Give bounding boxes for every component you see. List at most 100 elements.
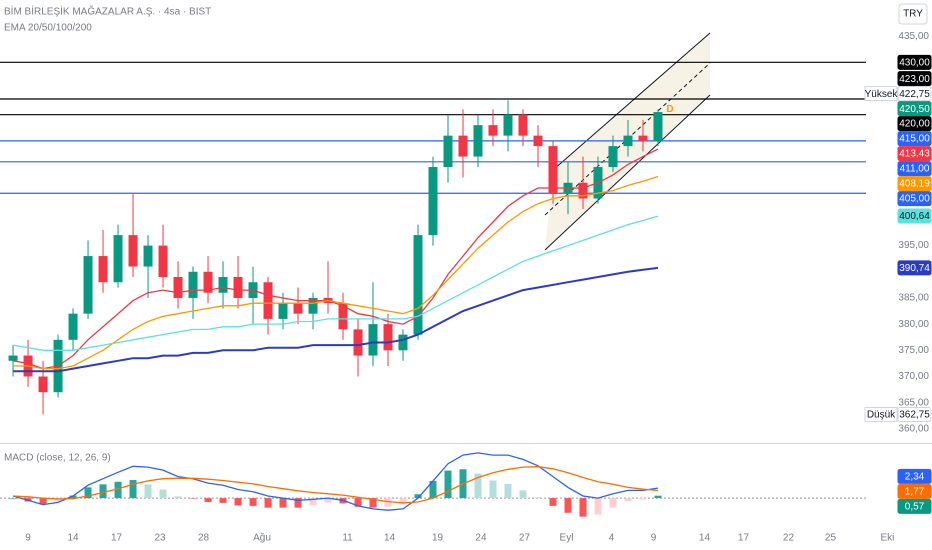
symbol-title: BİM BİRLEŞİK MAĞAZALAR A.Ş. · 4sa · BIST (4, 5, 211, 18)
currency-button[interactable] (898, 3, 928, 25)
currency-label[interactable]: TRY (903, 9, 923, 20)
candle-body (158, 245, 168, 278)
y-tick-label: 385,00 (898, 293, 929, 304)
histogram-bar (129, 480, 137, 499)
x-tick-label: 23 (154, 533, 166, 544)
histogram-bar (54, 498, 62, 502)
price-badge-label: 415,00 (899, 134, 930, 145)
histogram-bar (654, 495, 662, 499)
candle-body (143, 245, 153, 267)
candle-body (38, 376, 48, 393)
y-tick-label: 380,00 (898, 319, 929, 330)
candle-body (428, 167, 438, 236)
macd-pane (0, 452, 866, 517)
candle-body (653, 112, 663, 141)
histogram-bar (519, 490, 527, 499)
badge-tag-label: Yüksek (865, 89, 899, 100)
x-tick-label: 22 (783, 533, 795, 544)
price-badge-label: 405,00 (899, 194, 930, 205)
candle-body (203, 271, 213, 293)
channel-upper (552, 32, 711, 171)
candle-body (398, 334, 408, 351)
candle-body (533, 135, 543, 147)
indicator-line (12, 215, 659, 351)
price-badge-label: 430,00 (899, 57, 930, 68)
histogram-bar (294, 498, 302, 508)
candle-body (623, 135, 633, 147)
histogram-bar (594, 498, 602, 515)
price-badge (897, 191, 932, 207)
x-tick-label: 14 (67, 533, 79, 544)
candle-body (488, 125, 498, 136)
x-tick-label: 14 (384, 533, 396, 544)
price-badge-label: 423,00 (899, 74, 930, 85)
histogram-bar (399, 498, 407, 505)
price-badge-label: 0,57 (905, 502, 925, 513)
candle-body (68, 313, 78, 340)
x-tick-label: 9 (651, 533, 657, 544)
histogram-bar (579, 498, 587, 517)
candle-body (128, 235, 138, 267)
badge-tag (864, 86, 898, 102)
histogram-bar (564, 498, 572, 513)
histogram-bar (114, 481, 122, 499)
x-tick-label: 25 (825, 533, 837, 544)
price-badge (897, 116, 932, 132)
candle-body (383, 324, 393, 351)
histogram-bar (444, 470, 452, 499)
candle-body (308, 297, 318, 314)
candle-body (548, 146, 558, 194)
histogram-bar (144, 484, 152, 499)
channel-lower (544, 94, 711, 251)
histogram-bar (39, 498, 47, 505)
histogram-bar (264, 498, 272, 508)
indicator-line (12, 452, 659, 511)
x-tick-label: 4 (609, 533, 615, 544)
y-tick-label: 395,00 (898, 240, 929, 251)
candle-body (338, 303, 348, 330)
histogram-bar (549, 498, 557, 506)
histogram-bar (99, 484, 107, 499)
x-tick-label: 19 (432, 533, 444, 544)
histogram-bar (504, 483, 512, 499)
x-tick-label: Eki (881, 533, 895, 544)
candle-body (368, 324, 378, 356)
price-badge-label: 411,00 (900, 164, 930, 175)
histogram-bar (204, 498, 212, 503)
price-badge-label: 1,77 (905, 487, 925, 498)
price-badge-label: 420,00 (899, 119, 930, 130)
price-badge (897, 468, 932, 484)
price-badge (897, 208, 932, 224)
histogram-bar (309, 498, 317, 506)
price-badge (897, 71, 932, 87)
price-badge (897, 161, 932, 177)
candle-body (293, 303, 303, 314)
indicator-line (13, 175, 659, 370)
price-badge-label: 400,64 (899, 211, 930, 222)
histogram-bar (159, 489, 167, 499)
y-tick-label: 375,00 (898, 345, 929, 356)
histogram-bar (219, 498, 227, 503)
candle-body (578, 182, 588, 199)
histogram-bar (234, 498, 242, 506)
histogram-bar (474, 473, 482, 499)
x-tick-label: 17 (111, 533, 123, 544)
price-badge (897, 498, 932, 514)
x-tick-label: 24 (475, 533, 487, 544)
candle-body (218, 277, 228, 293)
candle-body (473, 125, 483, 157)
price-badge-label: 408,19 (899, 179, 930, 190)
price-badge (897, 101, 932, 117)
histogram-bar (354, 498, 362, 507)
histogram-bar (69, 495, 77, 499)
histogram-bar (369, 498, 377, 508)
histogram-bar (324, 498, 332, 503)
candle-body (608, 146, 618, 168)
histogram-bar (84, 487, 92, 499)
axes: 435,00 395,00 385,00 380,00 375,00 370,00 365,… (25, 31, 932, 544)
indicator-line (12, 148, 659, 370)
histogram-bar (174, 496, 182, 499)
histogram-bar (279, 498, 287, 508)
